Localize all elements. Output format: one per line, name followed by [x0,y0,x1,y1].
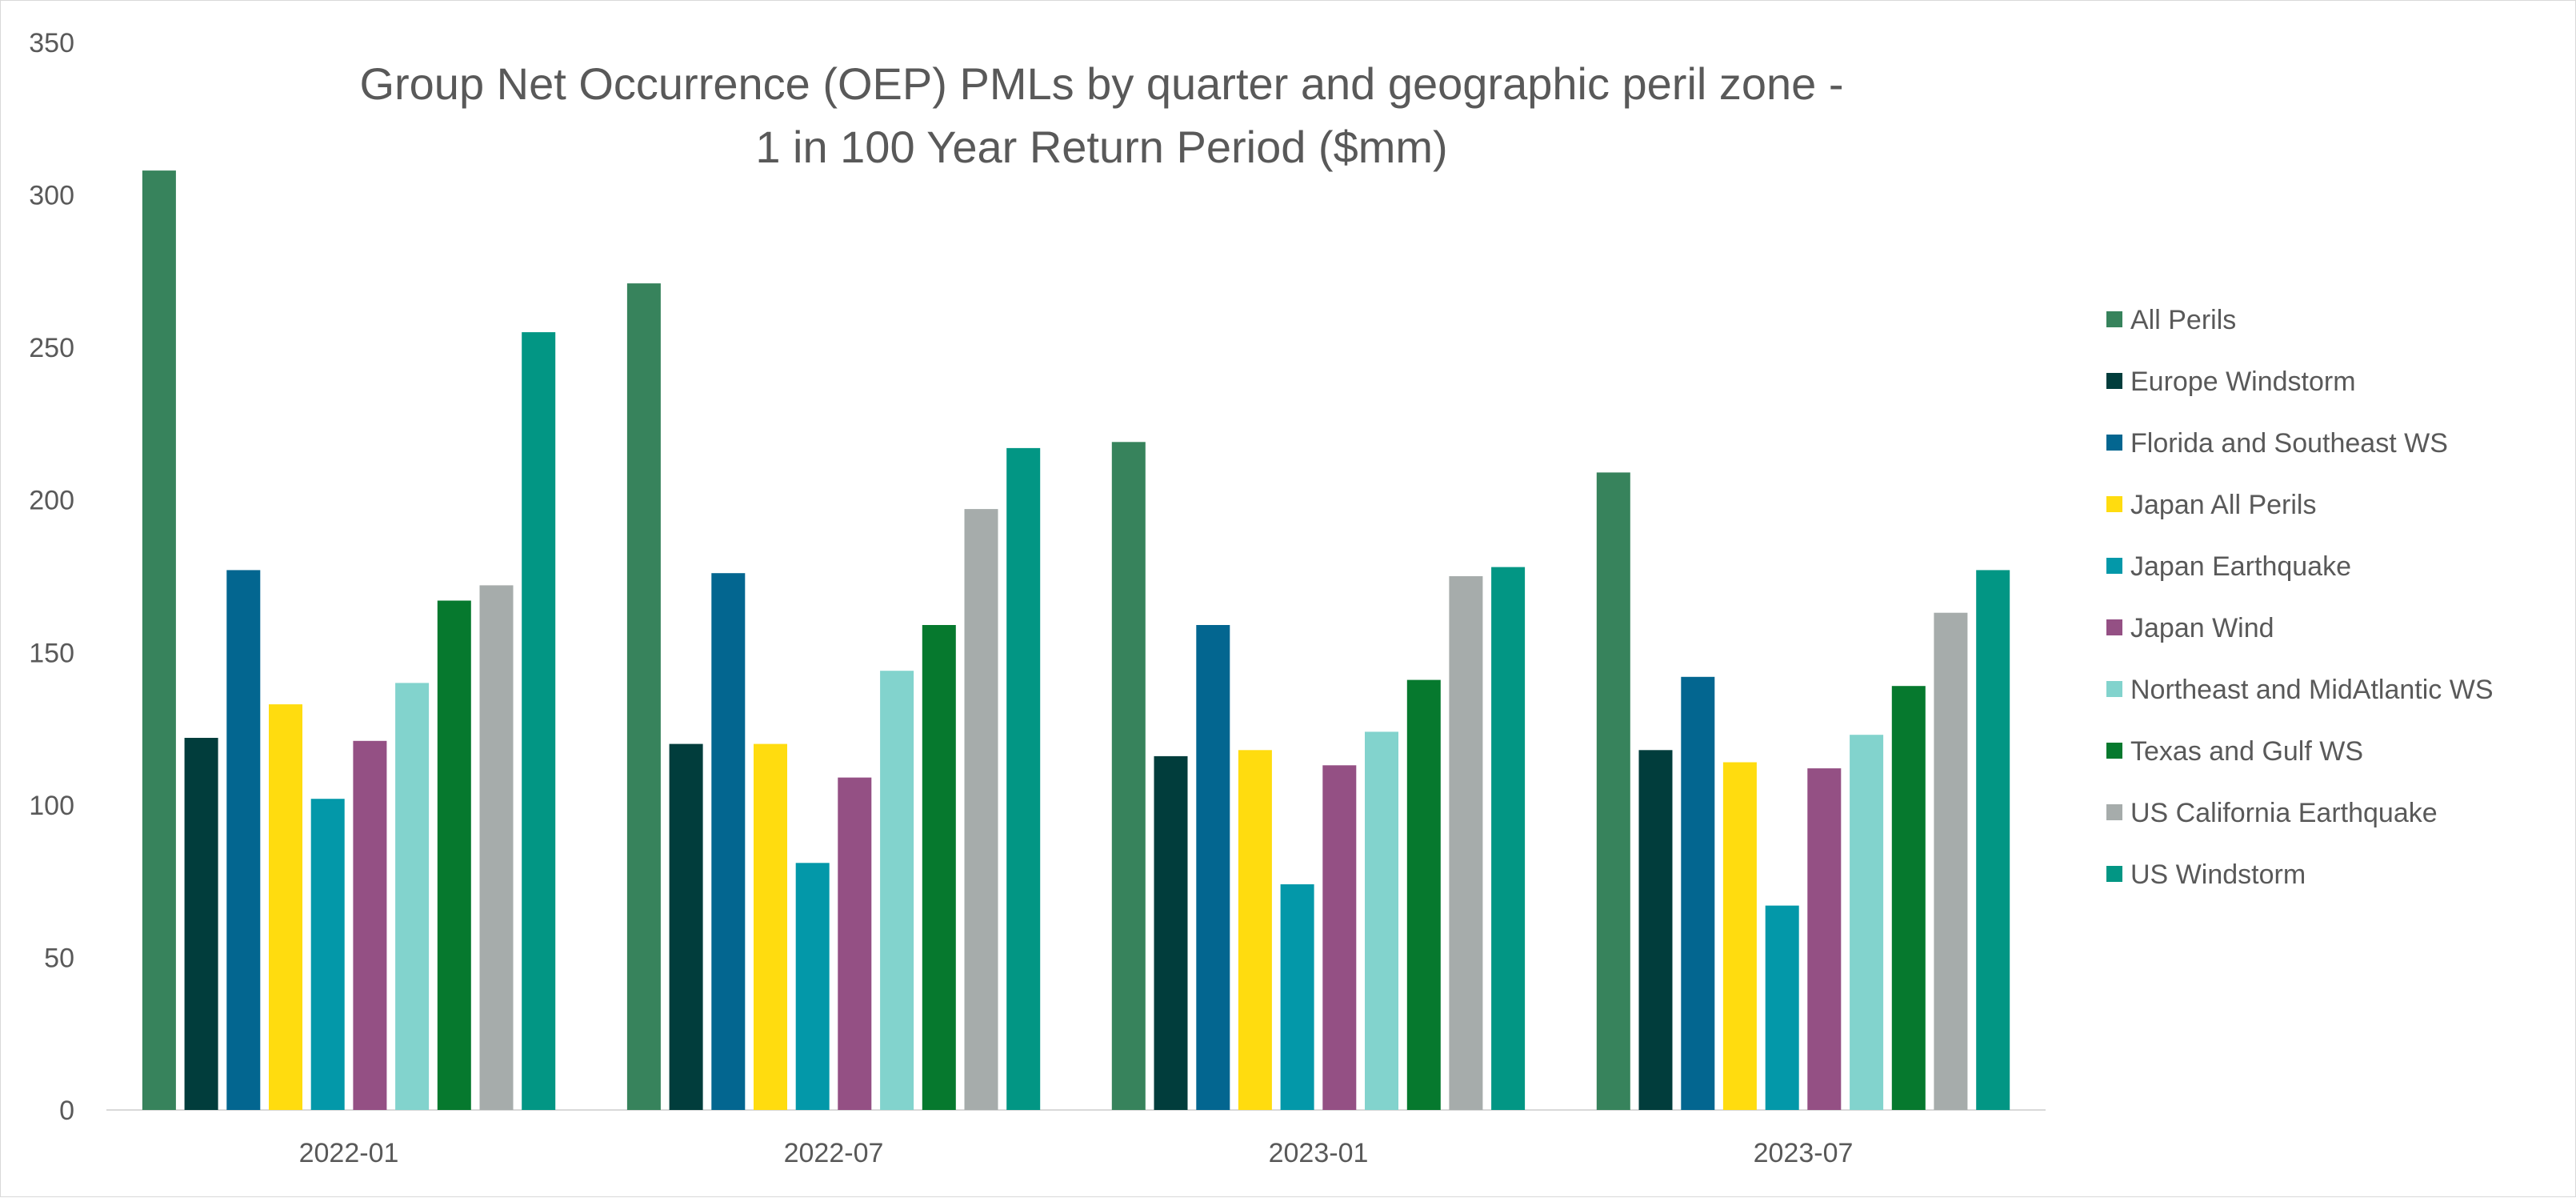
legend-swatch [2106,681,2122,697]
bar[interactable] [754,743,787,1110]
x-axis: 2022-01 2022-07 2023-01 2023-07 [299,1138,1854,1168]
legend-label: Japan Wind [2130,613,2274,643]
chart-title-line-2: 1 in 100 Year Return Period ($mm) [755,122,1447,172]
legend-item[interactable]: US Windstorm [2106,859,2306,890]
legend-item[interactable]: US California Earthquake [2106,798,2438,828]
y-axis: 0 50 100 150 200 250 300 350 [29,28,74,1126]
legend-label: Northeast and MidAtlantic WS [2130,675,2494,705]
bar[interactable] [1365,731,1398,1110]
legend-swatch [2106,619,2122,635]
bar[interactable] [964,509,998,1110]
bar[interactable] [1449,576,1483,1110]
legend-swatch [2106,373,2122,389]
bar[interactable] [1406,679,1441,1110]
bar[interactable] [626,283,661,1111]
y-tick-label: 100 [29,791,74,821]
legend-item[interactable]: Japan All Perils [2106,490,2316,520]
bar[interactable] [1322,765,1357,1110]
legend-item[interactable]: All Perils [2106,305,2236,335]
y-tick-label: 150 [29,638,74,668]
x-category-label: 2022-01 [299,1138,399,1168]
y-tick-label: 0 [59,1096,74,1126]
bar[interactable] [1006,447,1041,1110]
bar[interactable] [1850,735,1884,1110]
chart-title: Group Net Occurrence (OEP) PMLs by quart… [359,58,1843,172]
bar[interactable] [795,863,830,1110]
bar[interactable] [922,625,956,1110]
bar[interactable] [353,740,387,1110]
legend-label: Florida and Southeast WS [2130,428,2448,459]
legend-swatch [2106,311,2122,327]
y-tick-label: 300 [29,181,74,211]
bar[interactable] [522,332,556,1111]
legend-item[interactable]: Texas and Gulf WS [2106,736,2363,767]
legend-label: US Windstorm [2130,859,2306,890]
bar[interactable] [1934,612,1968,1110]
y-tick-label: 250 [29,333,74,363]
legend-swatch [2106,496,2122,512]
bar[interactable] [269,704,302,1110]
legend-swatch [2106,558,2122,574]
legend-item[interactable]: Northeast and MidAtlantic WS [2106,675,2494,705]
bar[interactable] [1491,567,1526,1110]
bar[interactable] [1891,686,1926,1110]
legend: All Perils Europe Windstorm Florida and So… [2106,305,2494,890]
legend-item[interactable]: Florida and Southeast WS [2106,428,2448,459]
legend-swatch [2106,866,2122,882]
bar[interactable] [184,738,218,1110]
bar[interactable] [1976,570,2010,1110]
legend-swatch [2106,804,2122,820]
bar[interactable] [669,743,703,1110]
bar[interactable] [1280,884,1314,1110]
legend-item[interactable]: Japan Earthquake [2106,551,2351,582]
legend-label: Japan All Perils [2130,490,2316,520]
bar[interactable] [226,570,261,1110]
y-tick-label: 50 [44,943,74,973]
legend-label: US California Earthquake [2130,798,2438,828]
legend-label: Europe Windstorm [2130,367,2356,397]
bar[interactable] [1154,755,1188,1110]
legend-label: All Perils [2130,305,2236,335]
x-category-label: 2022-07 [784,1138,884,1168]
bar[interactable] [1681,676,1715,1110]
bar[interactable] [711,573,746,1110]
y-tick-label: 200 [29,486,74,516]
bar[interactable] [1196,625,1230,1110]
bar[interactable] [1638,750,1673,1110]
legend-label: Japan Earthquake [2130,551,2351,582]
legend-label: Texas and Gulf WS [2130,736,2363,767]
bars [142,170,2010,1111]
bar[interactable] [1807,768,1842,1110]
legend-swatch [2106,743,2122,759]
bar[interactable] [1722,762,1757,1111]
bar[interactable] [838,777,872,1110]
x-category-label: 2023-07 [1754,1138,1854,1168]
bar[interactable] [880,671,914,1110]
legend-item[interactable]: Japan Wind [2106,613,2274,643]
bar[interactable] [1111,442,1146,1110]
legend-item[interactable]: Europe Windstorm [2106,367,2356,397]
bar[interactable] [310,799,345,1110]
bar[interactable] [1596,472,1630,1110]
bar[interactable] [142,170,176,1111]
bar[interactable] [1765,905,1799,1110]
bar[interactable] [437,600,471,1111]
y-tick-label: 350 [29,28,74,58]
bar[interactable] [479,585,514,1110]
legend-swatch [2106,435,2122,451]
chart-title-line-1: Group Net Occurrence (OEP) PMLs by quart… [359,58,1843,109]
bar[interactable] [1238,750,1272,1110]
x-category-label: 2023-01 [1269,1138,1369,1168]
bar[interactable] [395,683,430,1110]
